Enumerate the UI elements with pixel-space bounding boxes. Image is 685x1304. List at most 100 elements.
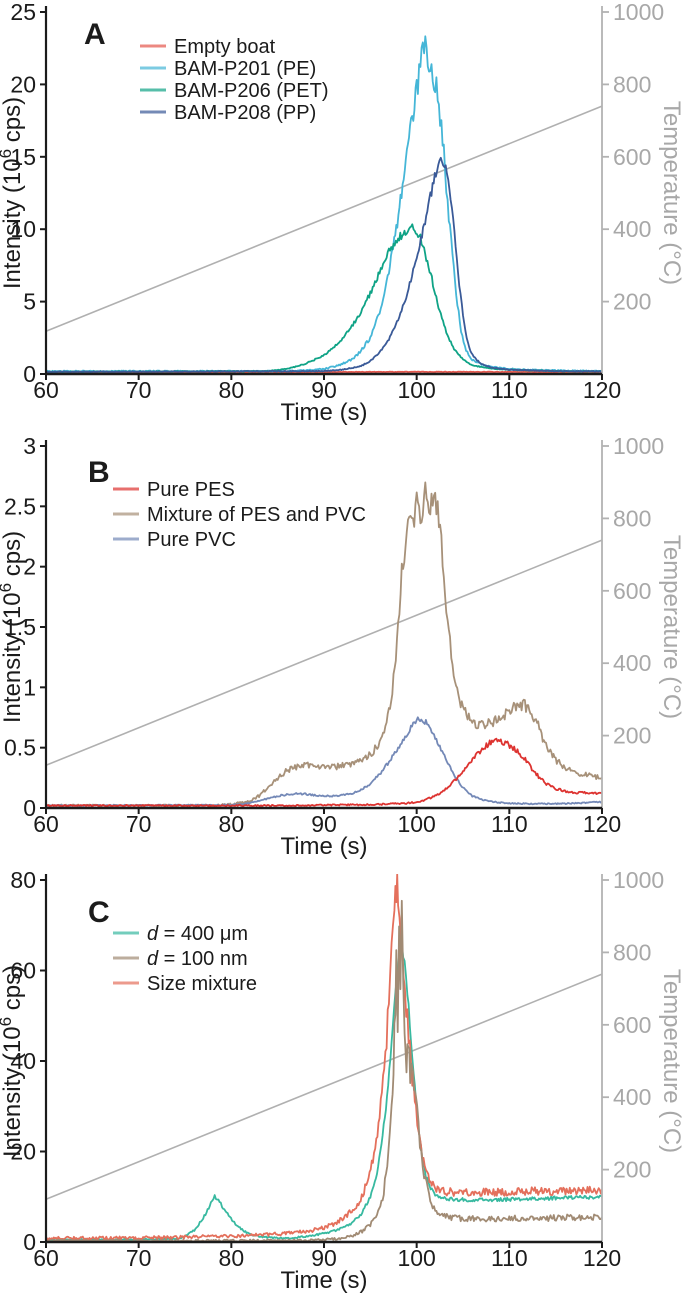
x-tick-label: 70 xyxy=(126,377,152,403)
x-tick-label: 80 xyxy=(219,1245,245,1271)
x-tick-label: 70 xyxy=(126,811,152,837)
legend-label-pure-pes: Pure PES xyxy=(147,479,235,501)
y2-tick-label: 1000 xyxy=(613,868,664,893)
y2-tick-label: 600 xyxy=(613,144,651,170)
x-axis-title: Time (s) xyxy=(280,1267,367,1294)
legend-label-empty-boat: Empty boat xyxy=(174,36,276,58)
panel-label-B: B xyxy=(88,456,110,489)
y2-tick-label: 1000 xyxy=(613,434,664,459)
x-tick-label: 60 xyxy=(33,811,59,837)
x-tick-label: 120 xyxy=(583,1245,621,1271)
x-axis-title: Time (s) xyxy=(280,399,367,426)
temperature-ramp-line xyxy=(45,539,603,767)
y-tick-label: 2.5 xyxy=(4,493,36,519)
legend-label-pure-pvc: Pure PVC xyxy=(147,529,236,551)
y-tick-label: 10 xyxy=(10,216,36,242)
y-tick-label: 25 xyxy=(10,0,36,25)
legend-label-d-400-um: d = 400 μm xyxy=(147,923,248,945)
y-tick-label: 3 xyxy=(23,434,36,459)
x-tick-label: 120 xyxy=(583,377,621,403)
y-tick-label: 0 xyxy=(23,361,36,387)
y2-axis-title: Temperature (°C) xyxy=(658,535,685,719)
y-axis-title: Intensity (106 cps) xyxy=(0,965,26,1157)
legend-item-bam-p208-pp: BAM-P208 (PP) xyxy=(140,102,316,124)
y-tick-label: 80 xyxy=(10,868,36,893)
legend-label-bam-p206-pet: BAM-P206 (PET) xyxy=(174,80,328,102)
series-line-pure-pes xyxy=(46,737,602,808)
x-tick-label: 100 xyxy=(397,1245,435,1271)
y-tick-label: 15 xyxy=(10,144,36,170)
y2-tick-label: 800 xyxy=(613,71,651,97)
y-tick-label: 20 xyxy=(10,1139,36,1165)
legend: Pure PES Mixture of PES and PVC Pure PVC xyxy=(113,479,366,551)
legend-label-d-100-nm: d = 100 nm xyxy=(147,948,248,970)
y2-tick-label: 400 xyxy=(613,650,651,676)
series-line-d-100-nm xyxy=(46,899,602,1242)
panel-label-A: A xyxy=(84,18,106,51)
y2-tick-label: 800 xyxy=(613,505,651,531)
x-tick-label: 60 xyxy=(33,377,59,403)
y-tick-label: 60 xyxy=(10,958,36,984)
y-tick-label: 0.5 xyxy=(4,735,36,761)
temperature-ramp-line xyxy=(45,105,603,333)
legend-item-pure-pes: Pure PES xyxy=(113,479,235,501)
legend-label-size-mixture: Size mixture xyxy=(147,973,257,995)
x-tick-label: 120 xyxy=(583,811,621,837)
y2-tick-label: 400 xyxy=(613,1084,651,1110)
legend-item-size-mixture: Size mixture xyxy=(113,973,257,995)
y2-tick-label: 200 xyxy=(613,1157,651,1183)
legend-item-pure-pvc: Pure PVC xyxy=(113,529,236,551)
chart-panel-B: 60 70 80 90 100 110 120 0 0.5 1 1.5 2 2.5 3 200 400 600 8… xyxy=(0,434,685,860)
y-tick-label: 20 xyxy=(10,71,36,97)
y-tick-label: 2 xyxy=(23,554,36,580)
x-tick-label: 80 xyxy=(219,377,245,403)
legend-label-mixture-of-pes-and-pvc: Mixture of PES and PVC xyxy=(147,504,366,526)
legend: d = 400 μm d = 100 nm Size mixture xyxy=(113,923,257,995)
y-axis-title: Intensity (106 cps) xyxy=(0,97,26,289)
legend-item-empty-boat: Empty boat xyxy=(140,36,276,58)
plot-area xyxy=(46,481,602,808)
panel-C: 60 70 80 90 100 110 120 0 20 40 60 80 200 400 600 800 10… xyxy=(0,868,685,1302)
x-tick-label: 90 xyxy=(311,811,337,837)
x-tick-label: 110 xyxy=(491,1245,528,1271)
legend-item-d-400-um: d = 400 μm xyxy=(113,923,248,945)
series-line-mixture-of-pes-and-pvc xyxy=(46,481,602,808)
chart-panel-A: 60 70 80 90 100 110 120 0 5 10 15 20 25 200 400 600 800 1… xyxy=(0,0,685,426)
y2-tick-label: 1000 xyxy=(613,0,664,25)
x-tick-label: 90 xyxy=(311,377,337,403)
y-tick-label: 0 xyxy=(23,1229,36,1255)
legend-item-mixture-of-pes-and-pvc: Mixture of PES and PVC xyxy=(113,504,366,526)
legend-label-bam-p201-pe: BAM-P201 (PE) xyxy=(174,58,316,80)
y-tick-label: 40 xyxy=(10,1048,36,1074)
y2-tick-label: 200 xyxy=(613,723,651,749)
plot-area xyxy=(46,874,602,1242)
panel-label-C: C xyxy=(88,896,110,929)
temperature-ramp-line xyxy=(45,973,603,1201)
x-tick-label: 100 xyxy=(397,811,435,837)
x-tick-label: 110 xyxy=(491,811,528,837)
y-tick-label: 1 xyxy=(23,674,36,700)
series-line-size-mixture xyxy=(46,874,602,1241)
chart-panel-C: 60 70 80 90 100 110 120 0 20 40 60 80 200 400 600 800 10… xyxy=(0,868,685,1294)
legend-item-d-100-nm: d = 100 nm xyxy=(113,948,248,970)
plot-area xyxy=(46,35,602,374)
y2-tick-label: 600 xyxy=(613,578,651,604)
legend-item-bam-p201-pe: BAM-P201 (PE) xyxy=(140,58,316,80)
x-tick-label: 60 xyxy=(33,1245,59,1271)
legend-item-bam-p206-pet: BAM-P206 (PET) xyxy=(140,80,328,102)
x-tick-label: 110 xyxy=(491,377,528,403)
y2-tick-label: 800 xyxy=(613,939,651,965)
y2-axis-title: Temperature (°C) xyxy=(658,101,685,285)
x-axis-title: Time (s) xyxy=(280,833,367,860)
y-tick-label: 0 xyxy=(23,795,36,821)
y-tick-label: 5 xyxy=(23,289,36,315)
y2-tick-label: 600 xyxy=(613,1012,651,1038)
x-tick-label: 90 xyxy=(311,1245,337,1271)
y-axis-title: Intensity (106 cps) xyxy=(0,531,26,723)
y2-tick-label: 200 xyxy=(613,289,651,315)
x-tick-label: 70 xyxy=(126,1245,152,1271)
series-line-pure-pvc xyxy=(46,716,602,807)
panel-B: 60 70 80 90 100 110 120 0 0.5 1 1.5 2 2.5 3 200 400 600 8… xyxy=(0,434,685,868)
